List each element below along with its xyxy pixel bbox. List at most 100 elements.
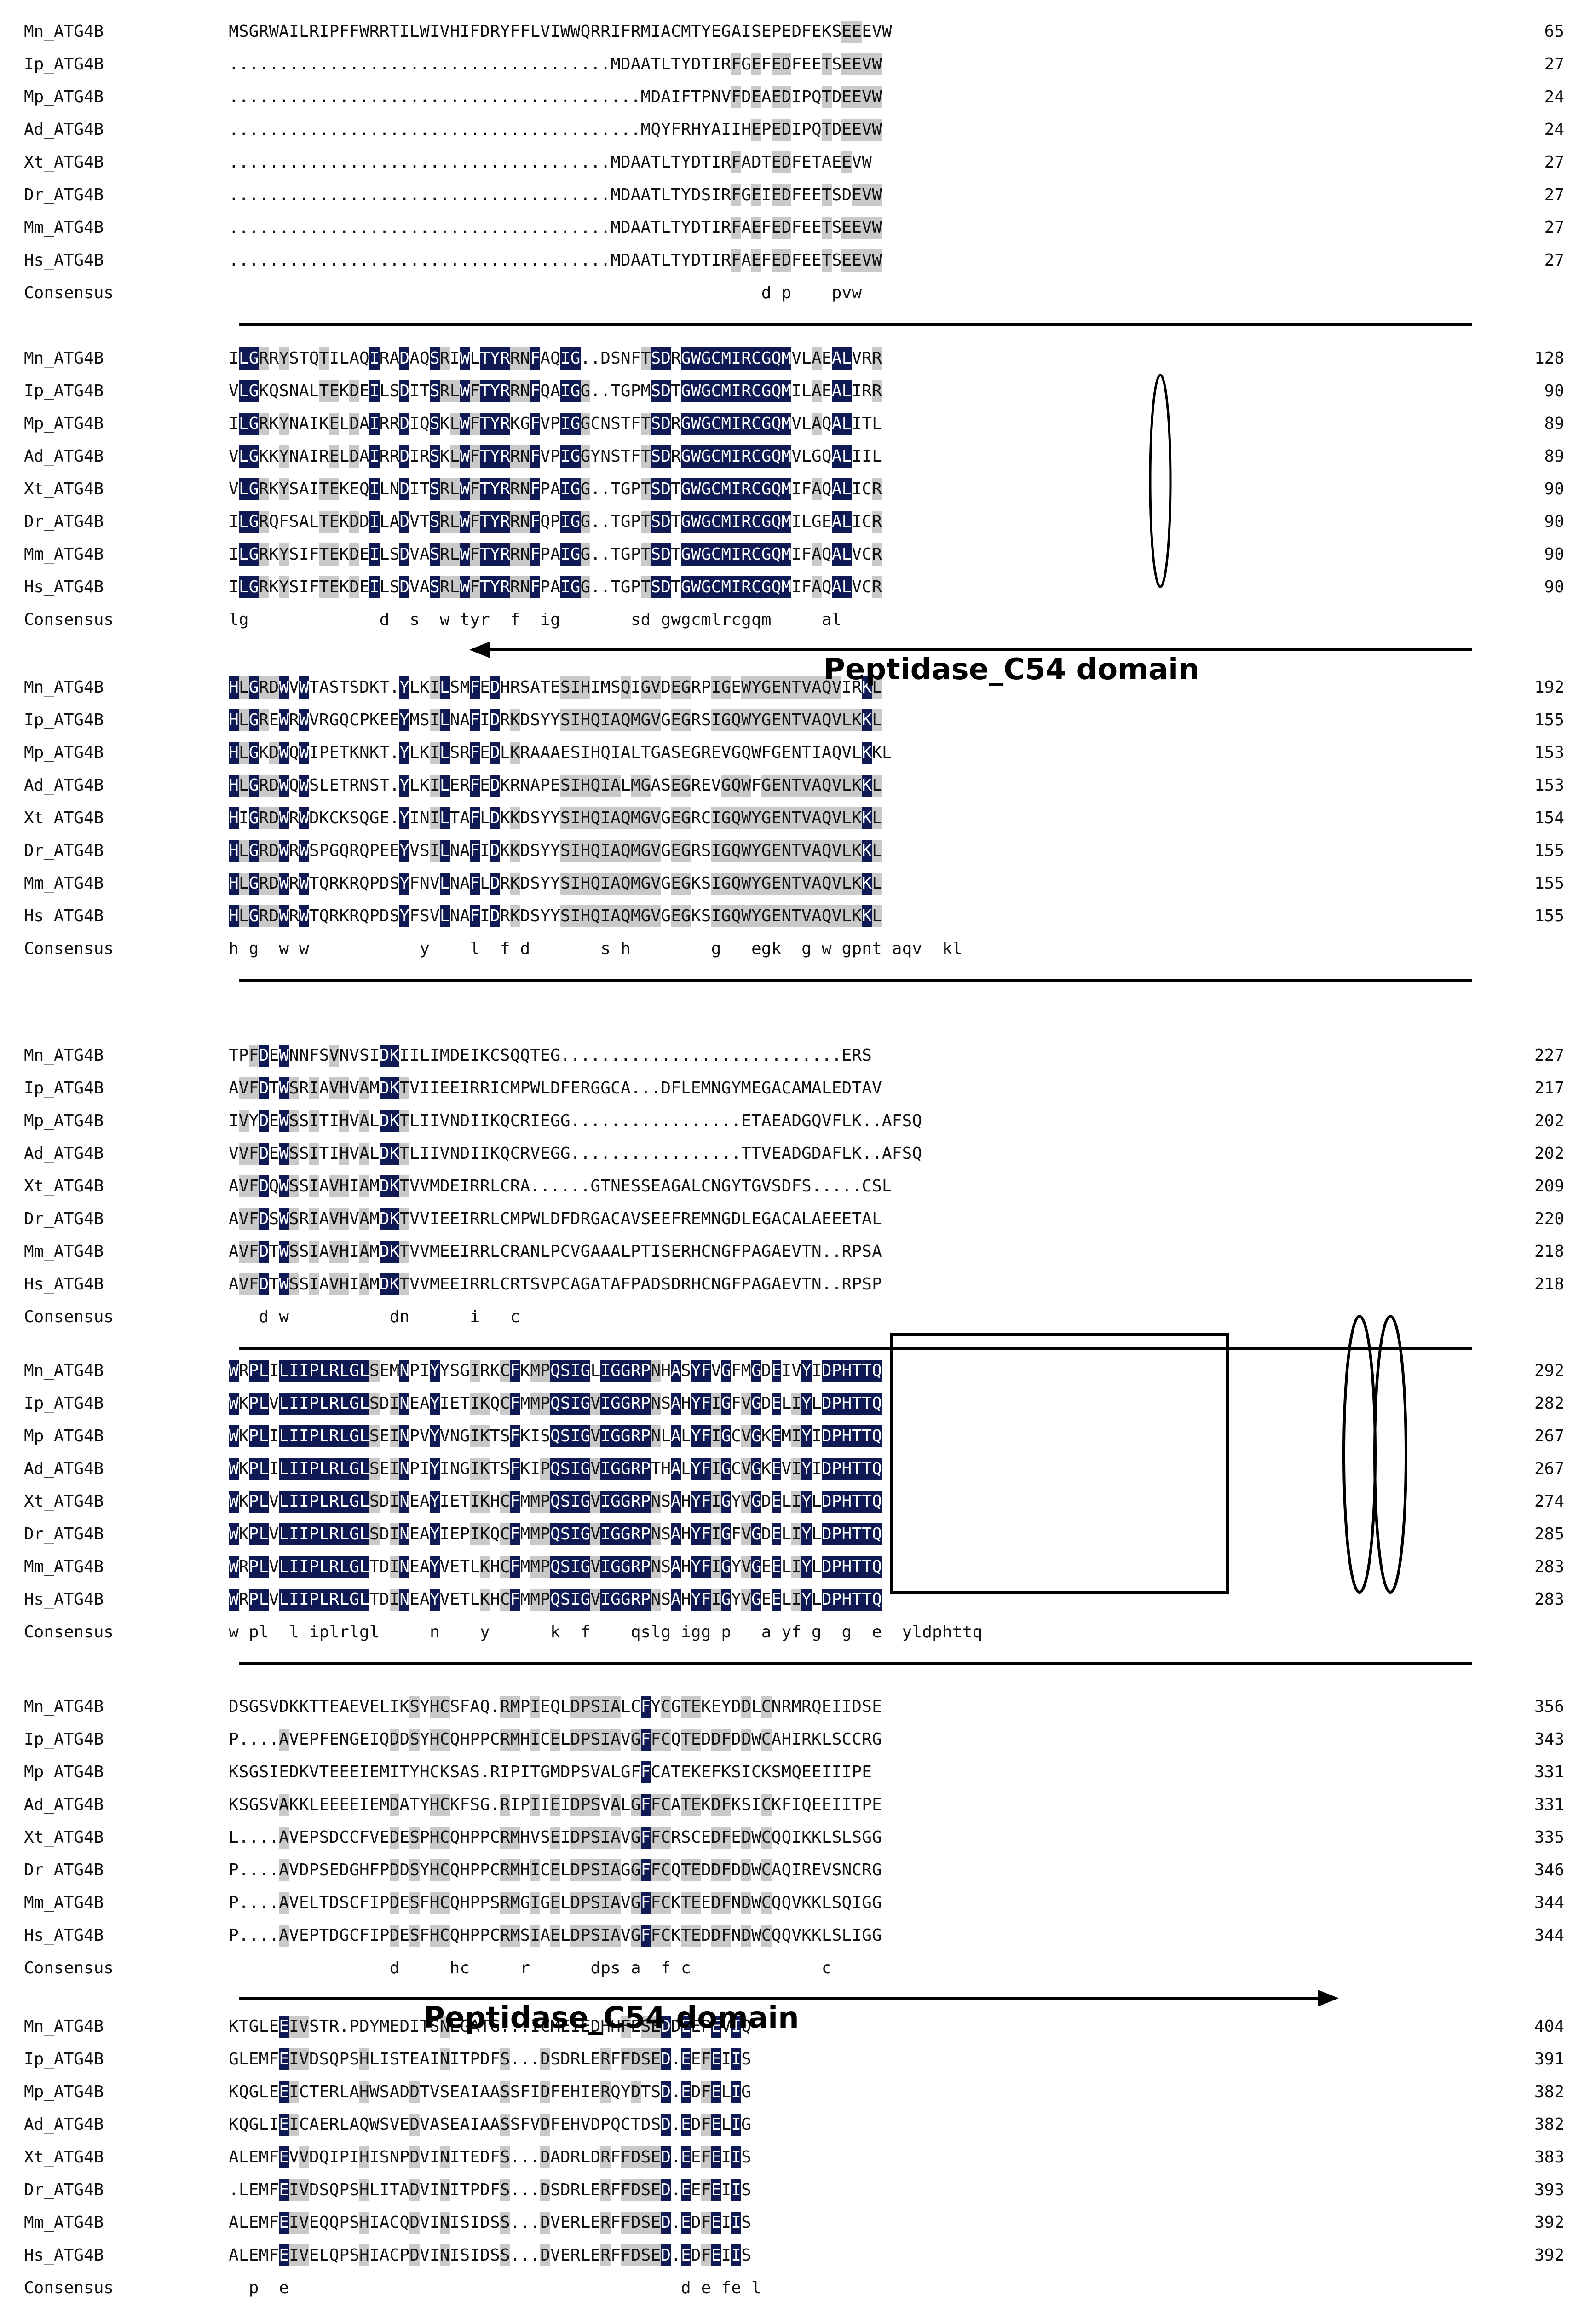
residue-position: 155 [1534,907,1564,925]
sequence-name: Ip_ATG4B [24,55,104,74]
residue-position: 274 [1534,1492,1564,1511]
sequence-residues: KSGSIEDKVTEEEIEMITYHCKSAS.RIPITGMDPSVALG… [229,1761,872,1783]
sequence-name: Mp_ATG4B [24,414,104,433]
residue-position: 267 [1534,1459,1564,1478]
sequence-residues: AVFDQWSSIAVHIAMDKTVVMDEIRRLCRA......GTNE… [229,1175,892,1197]
sequence-residues: P....AVDPSEDGHFPDDSYHCQHPPCRMHICELDPSIAG… [229,1859,882,1881]
sequence-name: Mp_ATG4B [24,1111,104,1130]
sequence-name: Mm_ATG4B [24,1242,104,1261]
residue-position: 155 [1534,874,1564,893]
sequence-name: Mn_ATG4B [24,1361,104,1380]
residue-position: 27 [1544,185,1564,204]
sequence-name: Ad_ATG4B [24,1459,104,1478]
sequence-residues: ......................................MD… [229,53,882,75]
sequence-residues: .LEMFEIVDSQPSHLITADVINITPDFS...DSDRLERFF… [229,2179,751,2201]
residue-position: 282 [1534,1394,1564,1413]
sequence-name: Dr_ATG4B [24,2180,104,2199]
sequence-name: Ad_ATG4B [24,776,104,795]
sequence-residues: VLGRKYSAITEKEQILNDITSRLWFTYRRNFPAIGG..TG… [229,478,882,500]
sequence-name: Dr_ATG4B [24,841,104,860]
sequence-name: Mm_ATG4B [24,2213,104,2232]
residue-position: 331 [1534,1763,1564,1781]
sequence-name: Dr_ATG4B [24,1209,104,1228]
sequence-name: Dr_ATG4B [24,1861,104,1879]
sequence-residues: KQGLEEICTERLAHWSADDTVSEAIAASSFIDFEHIERQY… [229,2081,751,2103]
consensus-sequence: d hc r dps a f c c [389,1959,832,1977]
sequence-name: Mn_ATG4B [24,22,104,41]
sequence-residues: P....AVEPTDGCFIPDESFHCQHPPCRMSIAELDPSIAV… [229,1925,882,1947]
block-underline [239,323,1472,326]
sequence-name: Hs_ATG4B [24,1590,104,1609]
sequence-residues: TPFDEWNNFSVNVSIDKIILIMDEIKCSQQTEG.......… [229,1045,872,1067]
sequence-name: Hs_ATG4B [24,1926,104,1945]
residue-position: 283 [1534,1557,1564,1576]
residue-position: 382 [1534,2082,1564,2101]
block-underline [239,979,1472,982]
sequence-residues: AVFDTWSSIAVHIAMDKTVVMEEIRRLCRANLPCVGAAAL… [229,1241,882,1263]
sequence-residues: L....AVEPSDCCFVEDESPHCQHPPCRMHVSEIDPSIAV… [229,1827,882,1849]
sequence-residues: DSGSVDKKTTEAEVELIKSYHCSFAQ.RMPIEQLDPSIAL… [229,1696,882,1718]
sequence-name: Mn_ATG4B [24,1046,104,1065]
sequence-name: Mp_ATG4B [24,87,104,106]
sequence-residues: WKPLILIIPLRLGLSEINPVYVNGIKTSFKISQSIGVIGG… [229,1425,882,1447]
sequence-residues: ILGRKYSIFTEKDEILSDVASRLWFTYRRNFPAIGG..TG… [229,543,882,566]
sequence-residues: WRPLVLIIPLRLGLTDINEAYVETLKHCFMMPQSIGVIGG… [229,1589,882,1611]
residue-position: 218 [1534,1242,1564,1261]
consensus-label: Consensus [24,939,114,958]
sequence-name: Ad_ATG4B [24,2115,104,2134]
sequence-residues: ILGRQFSALTEKDDILADVTSRLWFTYRRNFQPIGG..TG… [229,511,882,533]
sequence-name: Hs_ATG4B [24,907,104,925]
sequence-name: Hs_ATG4B [24,578,104,596]
sequence-name: Mm_ATG4B [24,218,104,237]
residue-position: 90 [1544,545,1564,564]
consensus-sequence: d p pvw [761,283,862,302]
residue-position: 393 [1534,2180,1564,2199]
sequence-name: Xt_ATG4B [24,153,104,172]
residue-position: 383 [1534,2148,1564,2167]
sequence-residues: ......................................MD… [229,217,882,239]
sequence-name: Ip_ATG4B [24,1730,104,1749]
sequence-residues: WRPLILIIPLRLGLSEMNPIYYSGIRKCFKMPQSIGLIGG… [229,1360,882,1382]
residue-position: 153 [1534,776,1564,795]
sequence-residues: ALEMFEIVEQQPSHIACQDVINISIDSS...DVERLERFF… [229,2212,751,2234]
sequence-residues: HLGRDWRWTQRKRQPDSYFNVLNAFLDRKDSYYSIHQIAQ… [229,873,882,895]
consensus-label: Consensus [24,1623,114,1642]
residue-position: 335 [1534,1828,1564,1847]
consensus-label: Consensus [24,1959,114,1977]
sequence-name: Dr_ATG4B [24,1525,104,1544]
residue-position: 292 [1534,1361,1564,1380]
sequence-residues: WRPLVLIIPLRLGLTDINEAYVETLKHCFMMPQSIGVIGG… [229,1556,882,1578]
residue-position: 209 [1534,1177,1564,1196]
sequence-name: Xt_ATG4B [24,1828,104,1847]
sequence-name: Mm_ATG4B [24,1893,104,1912]
residue-position: 90 [1544,512,1564,531]
residue-position: 344 [1534,1926,1564,1945]
residue-position: 217 [1534,1079,1564,1098]
sequence-residues: MSGRWAILRIPFFWRRTILWIVHIFDRYFFLVIWWQRRIF… [229,21,892,43]
sequence-name: Mp_ATG4B [24,1763,104,1781]
sequence-name: Hs_ATG4B [24,251,104,270]
sequence-name: Mp_ATG4B [24,1427,104,1445]
sequence-name: Mm_ATG4B [24,1557,104,1576]
sequence-name: Xt_ATG4B [24,1177,104,1196]
sequence-residues: AVFDSWSRIAVHVAMDKTVVIEEIRRLCMPWLDFDRGACA… [229,1208,882,1230]
sequence-name: Mn_ATG4B [24,678,104,697]
sequence-residues: KTGLEEIVSTR.PDYMEDITSNEGATG...ICMEIEDHHF… [229,2016,751,2038]
sequence-residues: WKPLVLIIPLRLGLSDINEAYIETIKQCFMMPQSIGVIGG… [229,1393,882,1415]
sequence-name: Xt_ATG4B [24,809,104,827]
residue-position: 346 [1534,1861,1564,1879]
sequence-name: Xt_ATG4B [24,2148,104,2167]
block-underline [239,1662,1472,1665]
sequence-residues: IVYDEWSSITIHVALDKTLIIVNDIIKQCRIEGG......… [229,1110,922,1132]
sequence-residues: ALEMFEVVDQIPIHISNPDVINITEDFS...DADRLDRFF… [229,2146,751,2168]
sequence-name: Dr_ATG4B [24,512,104,531]
sequence-name: Ip_ATG4B [24,711,104,729]
residue-position: 24 [1544,87,1564,106]
residue-position: 27 [1544,218,1564,237]
sequence-residues: P....AVEPFENGEIQDDSYHCQHPPCRMHICELDPSIAV… [229,1729,882,1751]
sequence-residues: ........................................… [229,119,882,141]
sequence-residues: ........................................… [229,86,882,108]
residue-position: 155 [1534,711,1564,729]
consensus-label: Consensus [24,1307,114,1326]
residue-position: 267 [1534,1427,1564,1445]
